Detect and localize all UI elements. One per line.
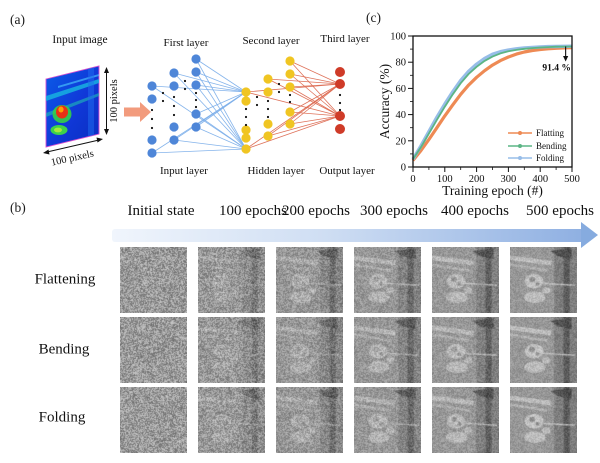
paper-figure: (a) Input image [0,0,600,463]
y-tick-label: 40 [396,110,407,121]
reconstruction-image [354,317,421,383]
y-tick-label: 60 [396,84,407,95]
epoch-column-header: 200 epochs [282,203,350,220]
reconstruction-image [354,387,421,453]
y-tick-label: 80 [396,58,407,69]
legend-item-folding: Folding [508,153,565,163]
epoch-column-header: 100 epochs [219,203,287,220]
x-axis-label: Training epoch (#) [442,183,543,198]
reconstruction-image [198,317,265,383]
reconstruction-image [276,387,343,453]
legend-item-flatting: Flatting [508,128,565,138]
y-tick-label: 0 [401,163,406,174]
reconstruction-image [120,387,187,453]
reconstruction-image [120,247,187,313]
y-tick-label: 100 [390,32,406,43]
legend-label: Flatting [536,128,565,138]
reconstruction-image [510,387,577,453]
y-tick-label: 20 [396,136,407,147]
epoch-column-header: 500 epochs [526,203,594,220]
reconstruction-image [276,247,343,313]
annotation-text: 91.4 % [542,63,571,73]
reconstruction-image [432,317,499,383]
epoch-column-header: 300 epochs [360,203,428,220]
reconstruction-image [510,317,577,383]
y-axis-label: Accuracy (%) [377,64,392,139]
epoch-column-header: 400 epochs [441,203,509,220]
reconstruction-image [276,317,343,383]
legend-item-bending: Bending [508,141,567,151]
method-row-label: Bending [39,342,90,359]
method-row-label: Flattening [35,272,96,289]
reconstruction-image [354,247,421,313]
reconstruction-image [198,387,265,453]
reconstruction-image [510,247,577,313]
epoch-progress-arrow [112,229,583,242]
reconstruction-image [432,387,499,453]
accuracy-chart: 0 100 200 300 400 500020406080100Training epo… [0,0,600,200]
epoch-progress-arrowhead-icon [581,222,598,248]
reconstruction-image [120,317,187,383]
epoch-column-header: Initial state [127,203,194,220]
legend-label: Bending [536,141,567,151]
annotation-arrowhead-icon [563,56,568,62]
reconstruction-image [198,247,265,313]
x-tick-label: 500 [564,174,580,185]
panel-b-label: (b) [10,200,26,216]
reconstruction-image [432,247,499,313]
method-row-label: Folding [39,410,86,427]
legend-label: Folding [536,153,565,163]
x-tick-label: 0 [410,174,415,185]
